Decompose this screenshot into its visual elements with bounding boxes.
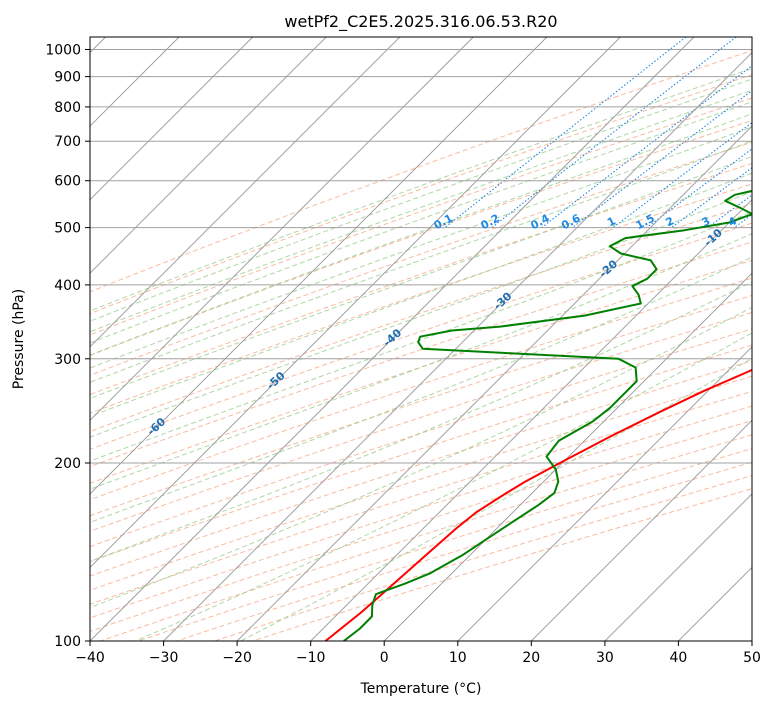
isotherm-line [457,346,752,641]
x-axis-ticks: −40 −30 −20 −10 0 10 20 30 40 50 [75,641,761,666]
dry-adiabat-line [90,183,752,414]
moist-adiabat-line [90,233,752,490]
dewpoint-profile-line [343,189,752,641]
y-tick-label: 500 [54,221,81,237]
isotherm-line [163,51,752,641]
isotherm-line [90,37,401,348]
y-tick-label: 400 [54,278,81,294]
mixing-ratio-line [491,37,737,229]
y-tick-label: 900 [54,70,81,86]
dry-adiabat-line [90,222,752,450]
moist-adiabat-line [90,172,752,417]
y-tick-label: 200 [54,456,81,472]
y-tick-label: 1000 [45,43,81,59]
y-axis-ticks: 100 200 300 400 500 600 700 800 900 1000 [45,43,90,650]
temperature-profile-line [324,368,752,641]
moist-adiabat-line [90,256,752,523]
plot-area: 0.10.20.40.611.52346810131620253036-100-… [90,37,752,641]
moist-adiabat-line [90,155,752,399]
dry-adiabat-line [90,74,752,315]
x-tick-label: 20 [522,650,540,666]
isotherm-line [90,37,695,641]
isotherm-line [236,125,752,641]
dry-adiabat-line [90,141,752,376]
isotherm-line [604,493,752,641]
y-tick-label: 700 [54,134,81,150]
isotherm-line [90,37,548,495]
x-tick-label: 40 [669,650,687,666]
x-tick-label: 30 [596,650,614,666]
isotherm-line [90,37,327,274]
y-axis-label: Pressure (hPa) [11,289,27,389]
y-tick-label: 800 [54,100,81,116]
dry-adiabat-line [90,49,752,293]
chart-title: wetPf2_C2E5.2025.316.06.53.R20 [284,12,557,32]
moist-adiabat-line [240,357,752,641]
pressure-gridlines [90,49,752,641]
moist-adiabat-line [90,101,752,344]
isotherm-line [90,37,474,422]
dry-adiabat-line [90,203,752,433]
y-tick-label: 300 [54,352,81,368]
x-tick-label: −30 [149,650,179,666]
moist-adiabat-line [90,281,752,562]
x-tick-label: 50 [743,650,761,666]
mixing-ratio-line [444,37,687,229]
isotherm-line [310,198,752,641]
y-tick-label: 600 [54,174,81,190]
x-axis-label: Temperature (°C) [360,681,482,697]
moist-adiabat-line [90,126,752,369]
x-tick-label: −10 [296,650,326,666]
mixing-ratio-line [612,121,752,229]
mixing-ratio-line [541,65,752,229]
isotherms [90,37,752,641]
mixing-ratio-line [671,167,752,229]
mixing-ratio-lines [444,37,752,229]
profile-lines [324,189,752,641]
isotherm-line [90,37,621,569]
y-tick-label: 100 [54,634,81,650]
x-tick-label: 10 [449,650,467,666]
plot-frame [89,36,753,642]
isotherm-line [530,419,752,641]
isotherm-line [90,37,254,201]
x-tick-label: −20 [222,650,252,666]
moist-adiabat-line [90,306,752,609]
x-tick-label: −40 [75,650,105,666]
x-tick-label: 0 [380,650,389,666]
